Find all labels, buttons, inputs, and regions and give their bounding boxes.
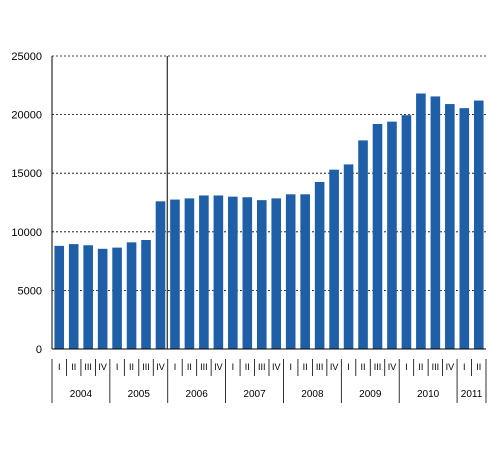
bar — [459, 108, 470, 350]
quarter-label: IV — [272, 362, 281, 372]
bar — [256, 200, 267, 349]
y-tick-label: 10000 — [11, 227, 42, 239]
quarter-label: III — [374, 362, 382, 372]
quarter-label: III — [84, 362, 92, 372]
bar — [473, 100, 484, 349]
quarter-label: III — [316, 362, 324, 372]
year-label: 2007 — [243, 389, 266, 400]
bar — [54, 245, 65, 349]
bar — [271, 198, 282, 349]
quarter-label: II — [418, 362, 423, 372]
quarter-label: III — [258, 362, 266, 372]
quarter-label: III — [142, 362, 150, 372]
bar — [401, 115, 412, 349]
bar — [242, 197, 253, 349]
quarter-label: II — [71, 362, 76, 372]
bar — [170, 199, 180, 349]
quarter-label: IV — [330, 362, 339, 372]
bar — [387, 121, 397, 349]
bar — [416, 93, 426, 349]
gridlines — [52, 55, 486, 291]
quarter-label: IV — [156, 362, 165, 372]
quarter-label: IV — [388, 362, 397, 372]
quarter-label: II — [476, 362, 481, 372]
quarter-label: IV — [446, 362, 455, 372]
quarter-label: II — [129, 362, 134, 372]
quarter-label: IV — [214, 362, 223, 372]
quarter-label: I — [174, 362, 177, 372]
year-label: 2006 — [186, 389, 209, 400]
quarter-label: I — [463, 362, 466, 372]
year-label: 2008 — [301, 389, 324, 400]
quarter-label: I — [289, 362, 292, 372]
year-label: 2011 — [461, 389, 483, 400]
quarter-label: I — [232, 362, 235, 372]
quarter-label: II — [187, 362, 192, 372]
bar — [314, 181, 325, 349]
quarter-label: I — [116, 362, 119, 372]
bar — [430, 96, 441, 350]
bar — [83, 245, 93, 349]
bar — [372, 123, 383, 349]
bar — [141, 240, 151, 349]
quarter-label: IV — [98, 362, 107, 372]
bar — [300, 194, 310, 349]
bar — [68, 244, 79, 349]
y-axis: 0 5000 10000 15000 20000 25000 — [11, 51, 53, 356]
quarter-label: III — [432, 362, 440, 372]
bar — [213, 195, 224, 349]
bar — [445, 104, 455, 349]
y-tick-label: 20000 — [11, 110, 42, 122]
bar — [112, 247, 122, 349]
x-axis: I II III IV I II III IV I II III IV I II III IV I II III IV… — [51, 348, 487, 403]
quarter-label: I — [347, 362, 350, 372]
y-tick-label: 15000 — [11, 168, 42, 180]
bar — [329, 169, 339, 349]
bar — [228, 196, 238, 349]
quarter-label: II — [245, 362, 250, 372]
bar — [155, 201, 166, 349]
year-label: 2009 — [359, 389, 382, 400]
y-tick-label: 0 — [36, 344, 42, 356]
quarter-label: II — [361, 362, 366, 372]
year-label: 2004 — [70, 389, 93, 400]
year-label: 2005 — [128, 389, 151, 400]
bar — [343, 164, 354, 349]
bar — [126, 242, 137, 349]
y-tick-label: 25000 — [11, 51, 42, 63]
quarter-label: I — [58, 362, 61, 372]
bar — [199, 195, 209, 349]
quarter-label: III — [200, 362, 208, 372]
bar-series — [54, 56, 484, 350]
quarter-label: I — [405, 362, 408, 372]
bar — [184, 198, 195, 349]
bar — [285, 194, 296, 349]
bar — [358, 140, 368, 349]
y-tick-label: 5000 — [18, 285, 42, 297]
year-label: 2010 — [417, 389, 440, 400]
quarter-label: II — [303, 362, 308, 372]
bar — [97, 248, 108, 349]
